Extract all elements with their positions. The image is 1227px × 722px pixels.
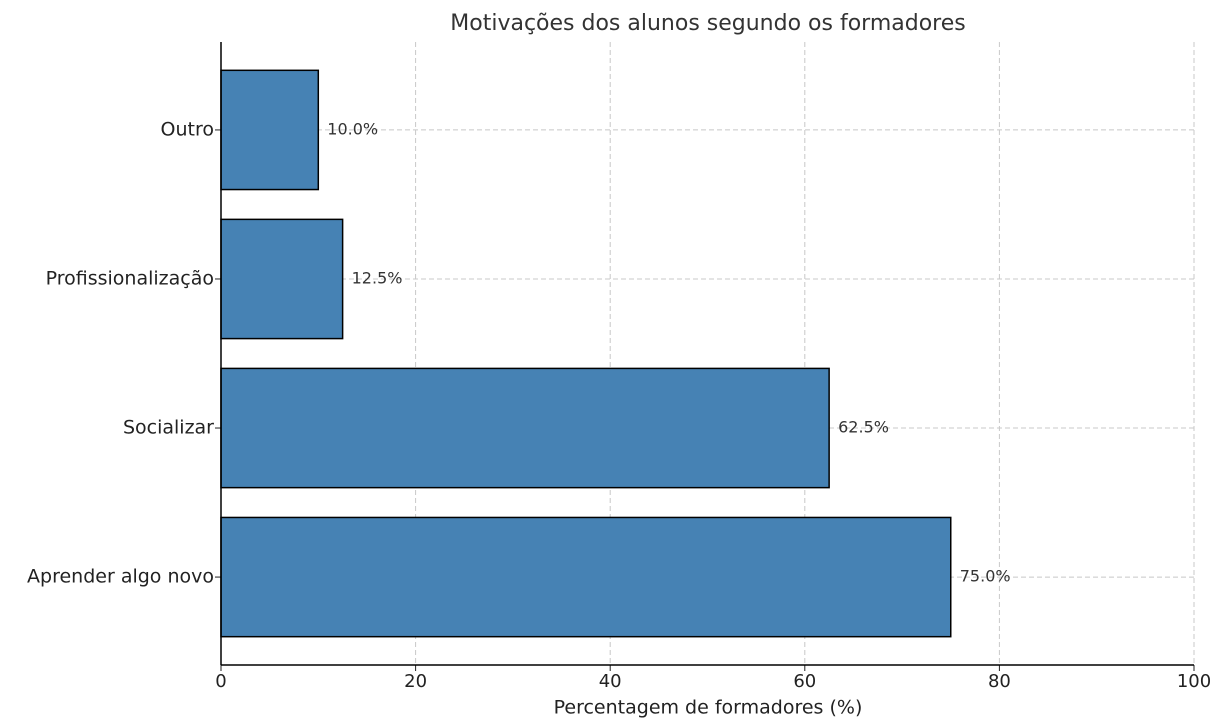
bar xyxy=(220,516,952,638)
bar xyxy=(220,218,344,340)
x-tick-label: 80 xyxy=(988,671,1011,692)
x-tick-label: 40 xyxy=(599,671,622,692)
value-label: 12.5% xyxy=(352,268,403,287)
chart-title: Motivações dos alunos segundo os formado… xyxy=(450,11,965,36)
y-tick-label: Profissionalização xyxy=(46,267,214,289)
x-tick-label: 0 xyxy=(215,671,226,692)
bar xyxy=(220,367,830,489)
x-tick-label: 20 xyxy=(404,671,427,692)
value-label: 75.0% xyxy=(960,567,1011,586)
y-tick-label: Outro xyxy=(161,118,214,140)
bar xyxy=(220,69,320,191)
x-tick-label: 100 xyxy=(1177,671,1211,692)
y-tick-label: Aprender algo novo xyxy=(27,566,214,588)
value-label: 10.0% xyxy=(327,119,378,138)
value-label: 62.5% xyxy=(838,418,889,437)
x-tick-label: 60 xyxy=(793,671,816,692)
y-tick-label: Socializar xyxy=(123,417,214,439)
x-axis-label: Percentagem de formadores (%) xyxy=(554,697,863,719)
